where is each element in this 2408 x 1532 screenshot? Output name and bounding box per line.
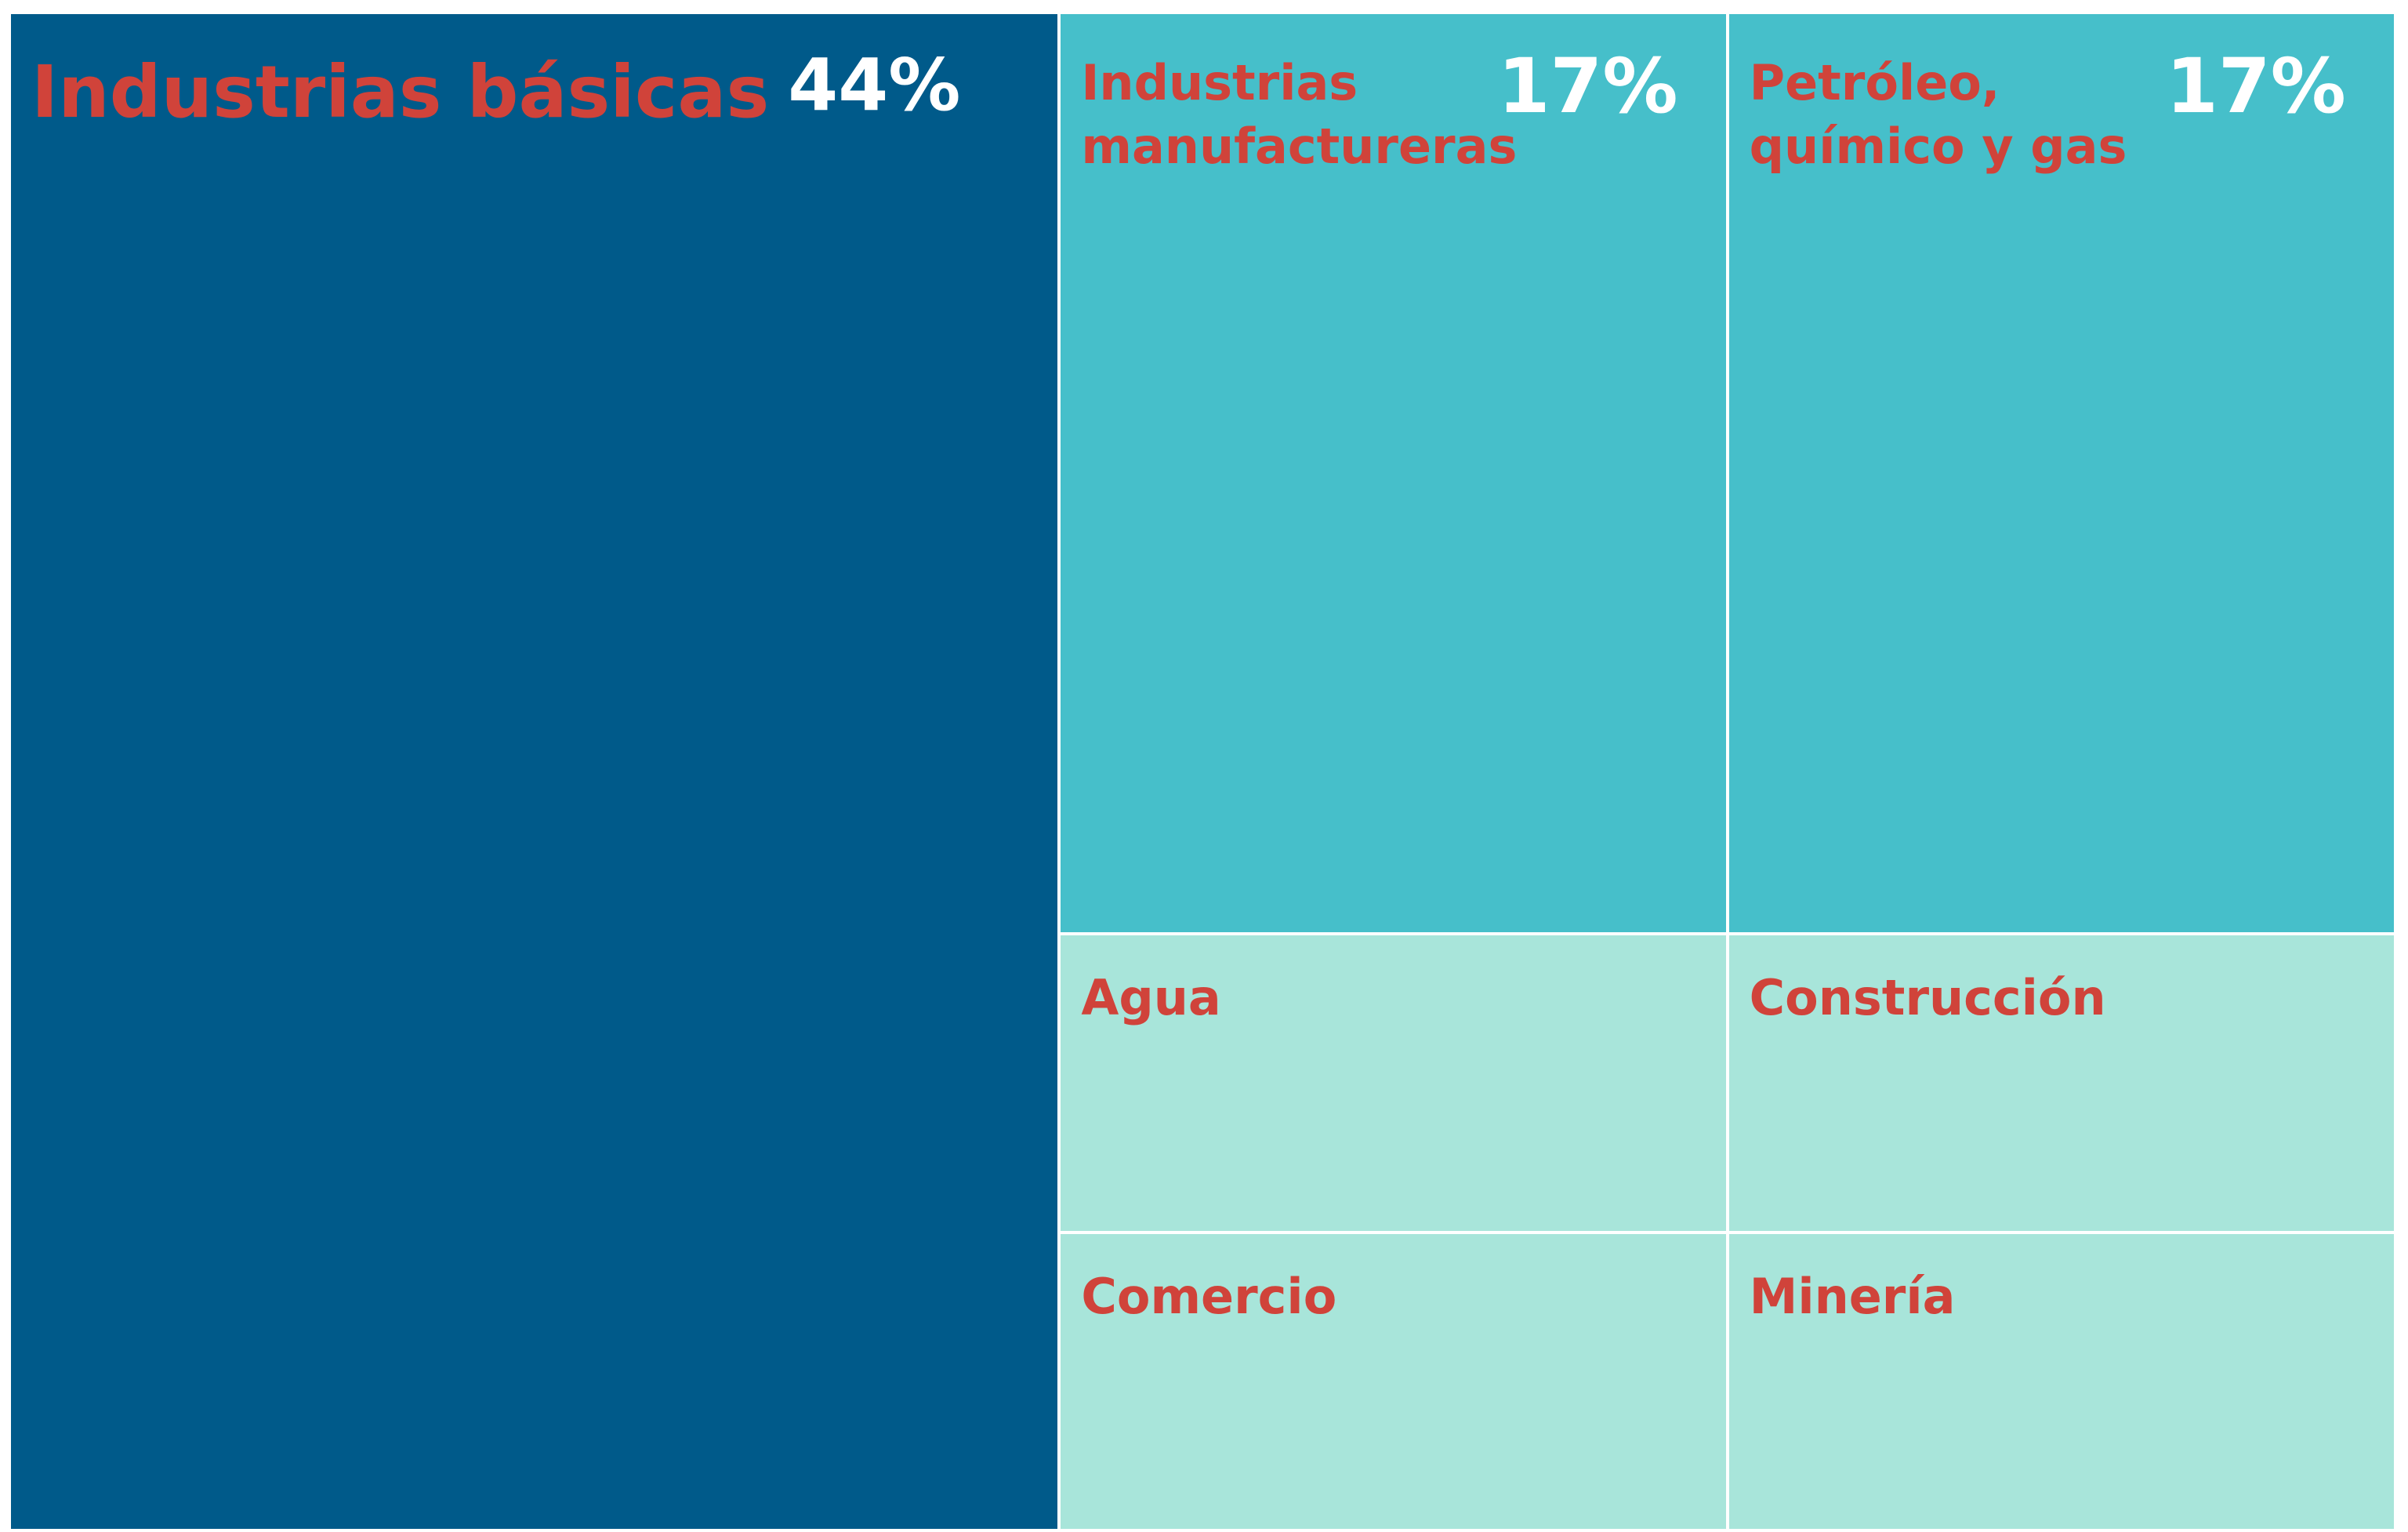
tile: Minería <box>1727 1232 2395 1530</box>
tile-header: Industrias básicas 44% <box>31 45 1042 140</box>
tile: Industrias manufactureras 17% <box>1059 13 1728 935</box>
tile-value-label: 44% <box>788 43 961 127</box>
tile-value-label: 17% <box>1497 42 1678 130</box>
tile-header: Industrias manufactureras 17% <box>1081 45 1710 178</box>
tile-label: Industrias manufactureras <box>1081 54 1518 175</box>
tile-header: Agua <box>1081 967 1710 1030</box>
tile: Construcción <box>1727 934 2395 1232</box>
tile: Comercio <box>1059 1232 1728 1530</box>
tile-label: Petróleo, químico y gas <box>1749 54 2127 175</box>
tile-header: Minería <box>1750 1265 2378 1329</box>
tile-label: Industrias básicas <box>31 50 770 134</box>
treemap: Industrias básicas 44% Industrias manufact… <box>9 13 2395 1530</box>
tile: Petróleo, químico y gas 17% <box>1727 13 2395 935</box>
tile: Agua <box>1059 934 1728 1232</box>
tile-header: Construcción <box>1750 967 2378 1030</box>
tile-label: Minería <box>1749 1267 1956 1325</box>
tile: Industrias básicas 44% <box>9 13 1060 1530</box>
tile-label: Agua <box>1081 969 1221 1027</box>
tile-value-label: 17% <box>2166 42 2346 130</box>
tile-label: Construcción <box>1749 969 2106 1027</box>
tile-header: Petróleo, químico y gas 17% <box>1750 45 2378 178</box>
tile-header: Comercio <box>1081 1265 1710 1329</box>
tile-label: Comercio <box>1081 1267 1337 1325</box>
